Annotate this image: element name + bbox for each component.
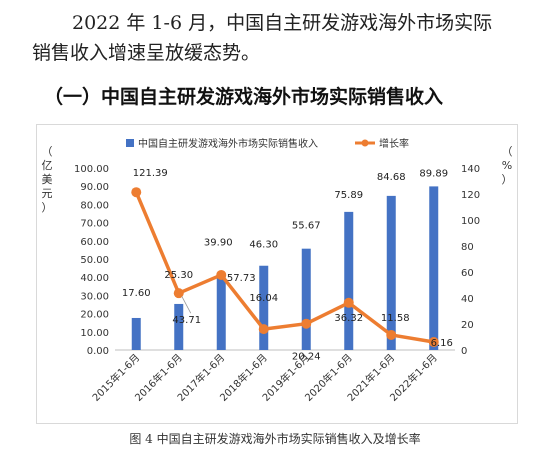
growth-value-label: 20.24 [292,352,321,363]
revenue-bar [174,303,184,350]
growth-rate-point [343,297,354,308]
right-tick-label: 0 [461,346,467,357]
left-tick-label: 50.00 [80,255,109,266]
intro-paragraph: 2022 年 1-6 月，中国自主研发游戏海外市场实际 销售收入增速呈放缓态势。 [32,8,532,68]
growth-rate-point [301,318,312,329]
left-tick-label: 40.00 [80,273,109,284]
growth-value-labels: 121.39 43.71 57.73 16.04 20.24 36.32 11.58 6.16 [133,168,453,362]
growth-rate-point [258,324,269,335]
revenue-growth-chart: 中国自主研发游戏海外市场实际销售收入 增长率 （亿美元） （%） 0.0010.… [42,137,513,404]
left-tick-label: 70.00 [80,219,109,230]
left-axis-title-char: 元 [42,187,53,200]
revenue-bar [301,248,311,350]
left-axis-title: （亿美元） [42,145,53,214]
growth-rate-point [131,187,142,198]
left-tick-label: 30.00 [80,291,109,302]
x-axis-labels: 2015年1-6月2016年1-6月2017年1-6月2018年1-6月2019… [89,351,439,404]
right-axis-title-char: ） [502,173,513,186]
left-tick-label: 90.00 [80,182,109,193]
intro-line-2: 销售收入增速呈放缓态势。 [32,42,261,64]
bar-series [131,186,439,350]
right-tick-label: 80 [461,242,474,253]
bar-value-labels: 17.60 25.30 39.90 46.30 55.67 75.89 84.68 89.89 [122,168,448,299]
left-tick-label: 100.00 [74,164,109,175]
left-tick-label: 80.00 [80,200,109,211]
left-axis-title-char: 亿 [42,159,53,172]
right-axis-ticks: 0 20 40 60 80 100 120 140 [461,164,480,357]
right-axis-title-char: （ [502,145,513,158]
growth-value-label: 6.16 [431,338,453,349]
growth-rate-point [386,329,397,340]
left-tick-label: 20.00 [80,310,109,321]
growth-value-label: 16.04 [249,293,278,304]
right-tick-label: 140 [461,164,480,175]
growth-value-label: 121.39 [133,168,168,179]
left-axis-title-char: （ [42,145,53,158]
right-tick-label: 60 [461,268,474,279]
revenue-bar [259,265,269,350]
right-tick-label: 120 [461,190,480,201]
growth-value-label: 36.32 [334,313,363,324]
bar-value-label: 46.30 [249,240,278,251]
growth-rate-series [131,187,439,347]
bar-value-label: 89.89 [419,168,448,179]
left-axis-title-char: 美 [42,173,53,186]
growth-value-label: 11.58 [381,313,410,324]
chart-legend: 中国自主研发游戏海外市场实际销售收入 增长率 [126,137,409,150]
left-axis-title-char: ） [42,201,53,214]
left-tick-label: 10.00 [80,328,109,339]
leader-line [181,295,192,314]
bar-value-label: 17.60 [122,288,151,299]
legend-bar-label: 中国自主研发游戏海外市场实际销售收入 [138,137,318,150]
growth-rate-point [428,336,439,347]
right-axis-title-char: % [502,159,512,172]
legend-line-marker [361,139,369,147]
bar-value-label: 75.89 [334,190,363,201]
bar-value-label: 25.30 [164,270,193,281]
chart-frame: 中国自主研发游戏海外市场实际销售收入 增长率 （亿美元） （%） 0.00 10.… [36,124,518,424]
revenue-bar [429,186,439,350]
growth-value-label: 43.71 [172,315,201,326]
figure-caption: 图 4 中国自主研发游戏海外市场实际销售收入及增长率 [129,432,421,446]
growth-rate-line [134,191,435,344]
left-tick-label: 0.00 [87,346,109,357]
right-tick-label: 100 [461,216,480,227]
intro-line-1: 2022 年 1-6 月，中国自主研发游戏海外市场实际 [72,12,493,34]
bar-value-label: 55.67 [292,221,321,232]
growth-value-label: 57.73 [227,273,256,284]
right-tick-label: 40 [461,294,474,305]
revenue-bar [386,195,396,350]
revenue-bar [216,277,226,350]
legend-line-label: 增长率 [379,137,409,150]
growth-rate-point [173,288,184,299]
bar-value-label: 84.68 [377,172,406,183]
section-heading: （一）中国自主研发游戏海外市场实际销售收入 [44,86,444,108]
legend-bar-swatch [126,139,134,147]
bar-value-label: 39.90 [204,237,233,248]
right-axis-title: （%） [502,145,513,186]
left-axis-ticks: 0.00 10.00 20.00 30.00 40.00 50.00 60.00 70.00 8… [74,164,109,357]
revenue-bar [344,211,354,350]
revenue-bar [131,317,141,350]
right-tick-label: 20 [461,320,474,331]
left-tick-label: 60.00 [80,237,109,248]
growth-rate-point [216,269,227,280]
